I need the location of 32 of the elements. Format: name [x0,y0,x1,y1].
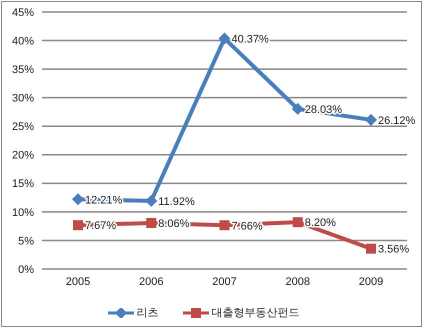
point [73,220,83,230]
y-tick-label: 30% [12,92,34,105]
y-tick-label: 10% [12,206,34,219]
y-tick-label: 40% [12,35,34,48]
point [146,218,156,228]
data-label: 26.12% [378,114,416,127]
x-tick-label: 2005 [66,276,90,288]
x-tick-label: 2007 [212,276,237,288]
y-tick-label: 20% [12,150,34,162]
x-tick-label: 2006 [139,276,164,288]
data-label: 11.92% [158,196,195,208]
data-label: 3.56% [378,244,410,256]
point [292,217,303,228]
point [218,32,230,44]
legend-label: 대출형부동산펀드 [210,306,300,320]
point [220,220,230,230]
y-tick-label: 0% [18,264,34,276]
data-label: 40.37% [232,33,270,46]
y-tick-label: 25% [12,121,34,134]
legend-label: 리츠 [136,306,158,320]
y-tick-label: 35% [12,64,34,76]
x-tick-label: 2008 [286,276,310,288]
x-tick-label: 2009 [358,276,384,288]
point [292,102,304,115]
y-tick-label: 15% [12,178,34,190]
point [72,193,84,206]
data-label: 8.20% [304,217,336,230]
data-label: 7.67% [85,220,116,232]
y-tick-label: 5% [18,235,34,248]
y-tick-label: 45% [12,6,34,19]
point [366,244,376,254]
point [365,114,377,126]
